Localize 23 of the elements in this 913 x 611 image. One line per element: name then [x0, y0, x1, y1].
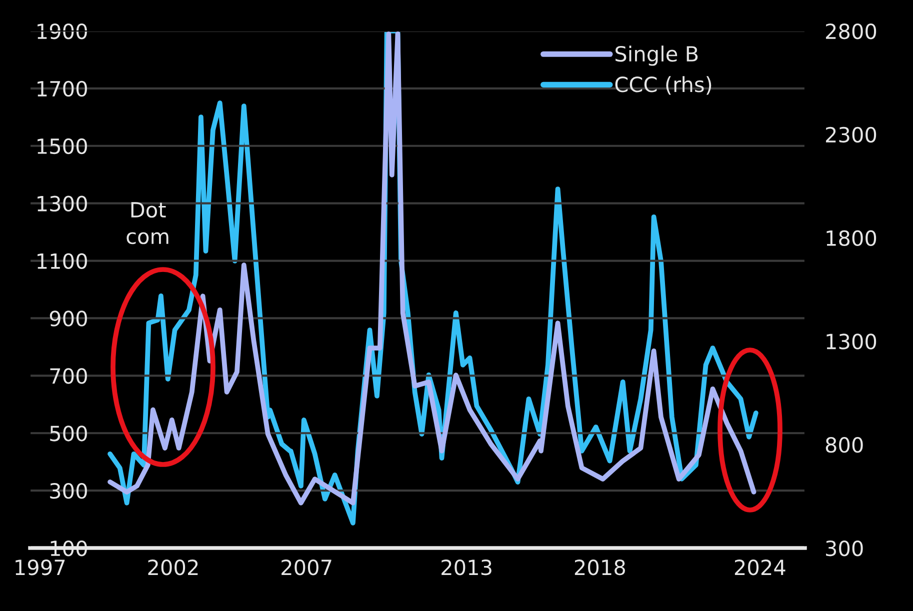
y-tick-label: 300	[50, 483, 87, 499]
y2-tick-label: 1300	[826, 334, 876, 350]
legend-label: CCC (rhs)	[615, 76, 712, 95]
x-tick-label: 2007	[282, 559, 332, 576]
y-tick-label: 1700	[38, 80, 87, 97]
y-tick-label: 900	[50, 310, 87, 326]
x-tick-label: 2013	[442, 559, 492, 576]
annotation: Dot com	[126, 202, 168, 244]
y2-tick-label: 300	[826, 540, 863, 556]
x-tick-label: 1997	[16, 559, 65, 576]
y-tick-label: 700	[50, 368, 87, 384]
y2-tick-label: 2800	[826, 23, 876, 40]
x-tick-label: 2018	[574, 559, 625, 576]
y-tick-label: 1500	[38, 138, 87, 154]
y-tick-label: 500	[50, 426, 87, 442]
x-tick-label: 2002	[148, 559, 198, 576]
y2-tick-label: 2300	[826, 126, 876, 143]
y-tick-label: 1300	[38, 196, 87, 212]
y-tick-label: 1100	[38, 253, 87, 269]
legend-label: Single B	[616, 46, 698, 66]
y2-tick-label: 800	[826, 437, 863, 453]
y2-tick-label: 1800	[826, 230, 876, 246]
x-tick-label: 2024	[734, 559, 786, 576]
